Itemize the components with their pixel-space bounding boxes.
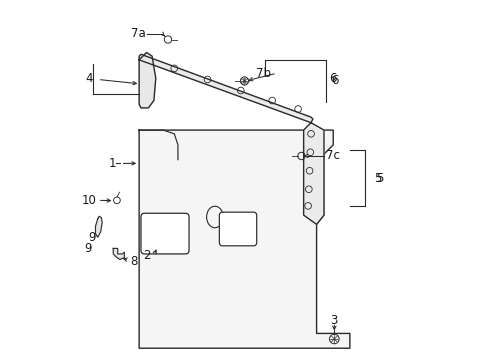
Text: 3: 3 — [330, 314, 337, 327]
Polygon shape — [139, 130, 349, 348]
Polygon shape — [139, 53, 156, 108]
Text: 1: 1 — [108, 157, 116, 170]
Polygon shape — [95, 216, 102, 237]
Text: 2: 2 — [142, 249, 150, 262]
Polygon shape — [113, 248, 124, 260]
FancyBboxPatch shape — [141, 213, 189, 254]
Polygon shape — [139, 54, 312, 123]
Text: 6: 6 — [329, 72, 336, 85]
Text: 10: 10 — [81, 194, 97, 207]
Text: 5: 5 — [373, 172, 381, 185]
Polygon shape — [303, 123, 324, 224]
Text: 7b: 7b — [256, 67, 271, 80]
FancyBboxPatch shape — [219, 212, 256, 246]
Text: 9: 9 — [88, 231, 96, 244]
Text: 6: 6 — [330, 74, 337, 87]
Text: 7a: 7a — [130, 27, 145, 40]
Text: 5: 5 — [375, 172, 382, 185]
Text: 9: 9 — [84, 242, 92, 255]
Text: 7c: 7c — [325, 149, 339, 162]
Text: 8: 8 — [130, 255, 137, 268]
Text: 4: 4 — [85, 72, 93, 85]
